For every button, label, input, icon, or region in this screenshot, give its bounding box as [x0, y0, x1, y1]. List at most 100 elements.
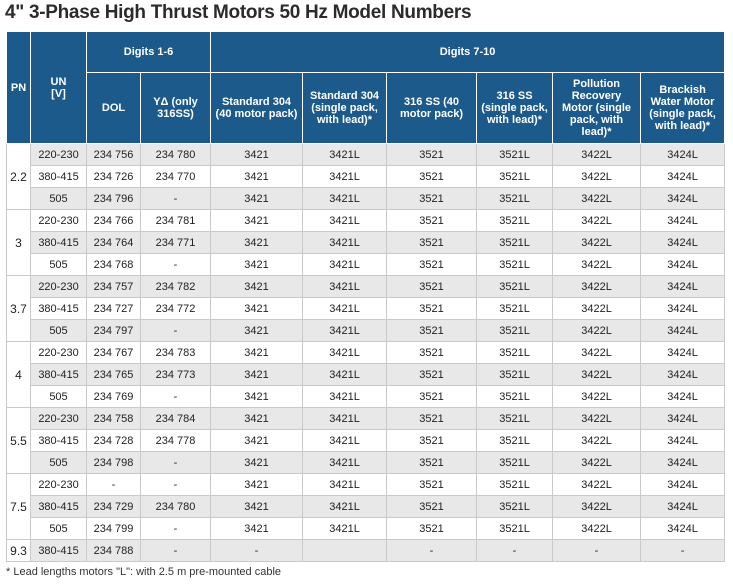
cell-voltage: 220-230	[30, 407, 87, 430]
cell-ydelta: 234 780	[139, 143, 212, 166]
cell-316ss-single: 3521L	[476, 385, 554, 408]
cell-ydelta: 234 783	[139, 341, 212, 364]
cell-ydelta: 234 778	[139, 429, 212, 452]
cell-std304-single: 3421L	[302, 341, 388, 364]
cell-ydelta: 234 781	[139, 209, 212, 232]
cell-dol: 234 797	[86, 319, 141, 342]
cell-pollution-recovery: 3422L	[552, 517, 642, 540]
cell-brackish-water: 3424L	[640, 297, 726, 320]
cell-ydelta: -	[139, 451, 212, 474]
cell-std304-pack: 3421	[210, 341, 304, 364]
cell-voltage: 505	[30, 187, 87, 210]
header-un: UN [V]	[30, 31, 87, 144]
cell-316ss-pack: 3521	[386, 231, 478, 254]
cell-std304-single: 3421L	[302, 297, 388, 320]
cell-brackish-water: 3424L	[640, 363, 726, 386]
header-un-unit: [V]	[51, 87, 66, 100]
cell-pollution-recovery: 3422L	[552, 495, 642, 518]
cell-std304-single: 3421L	[302, 517, 388, 540]
cell-ydelta: 234 770	[139, 165, 212, 188]
cell-ydelta: -	[139, 187, 212, 210]
cell-dol: 234 757	[86, 275, 141, 298]
cell-dol: 234 756	[86, 143, 141, 166]
cell-voltage: 220-230	[30, 209, 87, 232]
page-title: 4" 3-Phase High Thrust Motors 50 Hz Mode…	[5, 2, 472, 23]
pn-cell: 2.2	[6, 143, 31, 210]
cell-316ss-pack: 3521	[386, 451, 478, 474]
pn-cell: 5.5	[6, 407, 31, 474]
cell-brackish-water: 3424L	[640, 231, 726, 254]
cell-316ss-pack: 3521	[386, 407, 478, 430]
cell-pollution-recovery: 3422L	[552, 319, 642, 342]
cell-pollution-recovery: 3422L	[552, 143, 642, 166]
header-pollution-recovery: Pollution Recovery Motor (single pack, w…	[552, 72, 642, 144]
cell-dol: 234 764	[86, 231, 141, 254]
cell-pollution-recovery: 3422L	[552, 363, 642, 386]
cell-voltage: 380-415	[30, 363, 87, 386]
cell-std304-pack: 3421	[210, 495, 304, 518]
cell-voltage: 505	[30, 385, 87, 408]
cell-pollution-recovery: -	[552, 539, 642, 562]
cell-316ss-single: 3521L	[476, 517, 554, 540]
cell-316ss-pack: 3521	[386, 275, 478, 298]
pn-cell: 3.7	[6, 275, 31, 342]
table-row: 380-415 234 764 234 771 3421 3421L 3521 …	[7, 231, 726, 254]
cell-std304-pack: 3421	[210, 363, 304, 386]
cell-std304-pack: 3421	[210, 253, 304, 276]
cell-316ss-pack: 3521	[386, 341, 478, 364]
header-316ss-pack: 316 SS (40 motor pack)	[386, 72, 478, 144]
table-row: 505 234 798 - 3421 3421L 3521 3521L 3422…	[7, 451, 726, 474]
cell-brackish-water: 3424L	[640, 385, 726, 408]
cell-pollution-recovery: 3422L	[552, 275, 642, 298]
cell-dol: 234 799	[86, 517, 141, 540]
cell-pollution-recovery: 3422L	[552, 473, 642, 496]
cell-316ss-pack: 3521	[386, 187, 478, 210]
table-row: 380-415 234 729 234 780 3421 3421L 3521 …	[7, 495, 726, 518]
cell-ydelta: 234 771	[139, 231, 212, 254]
cell-std304-single: 3421L	[302, 165, 388, 188]
cell-brackish-water: 3424L	[640, 253, 726, 276]
cell-316ss-single: 3521L	[476, 209, 554, 232]
cell-std304-pack: 3421	[210, 165, 304, 188]
cell-brackish-water: 3424L	[640, 187, 726, 210]
table-row: 380-415 234 765 234 773 3421 3421L 3521 …	[7, 363, 726, 386]
cell-voltage: 380-415	[30, 429, 87, 452]
cell-brackish-water: 3424L	[640, 341, 726, 364]
cell-dol: 234 728	[86, 429, 141, 452]
cell-ydelta: 234 784	[139, 407, 212, 430]
cell-std304-pack: 3421	[210, 275, 304, 298]
cell-316ss-single: 3521L	[476, 495, 554, 518]
cell-voltage: 380-415	[30, 297, 87, 320]
cell-voltage: 505	[30, 253, 87, 276]
cell-std304-single: 3421L	[302, 363, 388, 386]
header-brackish-water: Brackish Water Motor (single pack, with …	[640, 72, 726, 144]
cell-std304-single: 3421L	[302, 451, 388, 474]
cell-pollution-recovery: 3422L	[552, 209, 642, 232]
cell-316ss-pack: 3521	[386, 473, 478, 496]
cell-voltage: 380-415	[30, 165, 87, 188]
cell-voltage: 380-415	[30, 539, 87, 562]
cell-ydelta: -	[139, 473, 212, 496]
cell-std304-single: 3421L	[302, 231, 388, 254]
cell-brackish-water: 3424L	[640, 209, 726, 232]
cell-std304-pack: 3421	[210, 451, 304, 474]
cell-std304-pack: 3421	[210, 187, 304, 210]
cell-316ss-pack: 3521	[386, 253, 478, 276]
table-row: 3.7 220-230 234 757 234 782 3421 3421L 3…	[6, 275, 726, 342]
pn-cell: 9.3	[6, 539, 31, 562]
cell-voltage: 505	[30, 319, 87, 342]
cell-std304-single: 3421L	[302, 473, 388, 496]
cell-316ss-single: 3521L	[476, 319, 554, 342]
cell-pollution-recovery: 3422L	[552, 385, 642, 408]
cell-brackish-water: 3424L	[640, 165, 726, 188]
table-row: 3 220-230 234 766 234 781 3421 3421L 352…	[6, 209, 726, 276]
cell-316ss-pack: -	[386, 539, 478, 562]
cell-316ss-single: 3521L	[476, 231, 554, 254]
cell-std304-single: 3421L	[302, 319, 388, 342]
table-row: 380-415 234 726 234 770 3421 3421L 3521 …	[7, 165, 726, 188]
cell-pollution-recovery: 3422L	[552, 429, 642, 452]
cell-dol: 234 727	[86, 297, 141, 320]
header-un-label: UN	[50, 75, 67, 88]
pn-cell: 4	[6, 341, 31, 408]
pn-cell: 3	[6, 209, 31, 276]
